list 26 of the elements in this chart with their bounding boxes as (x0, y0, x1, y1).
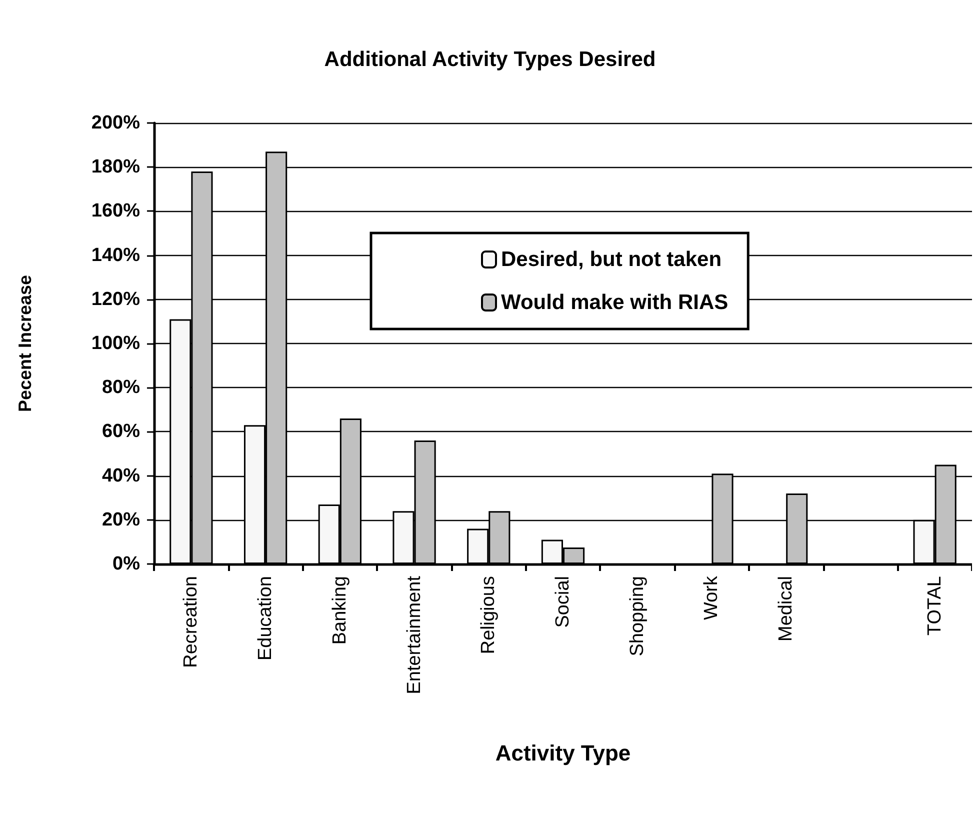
x-tick-label: Banking (329, 576, 350, 645)
y-tick-label: 20% (102, 509, 140, 530)
y-tick-label: 0% (112, 554, 140, 574)
chart-title: Additional Activity Types Desired (324, 48, 656, 71)
x-tick-label: Religious (478, 576, 500, 654)
x-axis-title: Activity Type (495, 740, 631, 766)
x-tick-label: Entertainment (404, 575, 425, 694)
x-tick-label: Recreation (180, 576, 202, 668)
legend-label: Desired, but not taken (501, 248, 722, 271)
y-tick-label: 100% (91, 333, 140, 354)
x-tick-label: Shopping (626, 576, 648, 656)
x-tick-label: Work (701, 576, 722, 620)
x-tick-label: Medical (776, 576, 797, 642)
y-tick-label: 160% (91, 200, 140, 222)
y-axis-title: Pecent Increase (15, 274, 35, 412)
y-tick-label: 180% (91, 156, 140, 178)
y-tick-label: 40% (102, 465, 140, 486)
y-tick-label: 120% (91, 288, 140, 310)
y-tick-label: 80% (102, 377, 140, 398)
x-tick-label: TOTAL (924, 576, 946, 636)
y-tick-label: 200% (91, 112, 140, 134)
legend-label: Would make with RIAS (501, 291, 728, 314)
x-tick-label: Education (255, 576, 276, 661)
y-tick-label: 60% (102, 421, 140, 442)
x-tick-label: Social (552, 576, 574, 628)
y-tick-label: 140% (91, 244, 140, 266)
